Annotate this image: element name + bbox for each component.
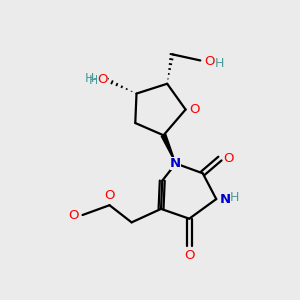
- Text: O: O: [223, 152, 233, 165]
- Text: O: O: [68, 208, 79, 221]
- Text: N: N: [170, 157, 181, 170]
- Text: O: O: [189, 103, 200, 116]
- Polygon shape: [161, 134, 176, 164]
- Text: H: H: [230, 191, 239, 204]
- Text: N: N: [220, 193, 231, 206]
- Text: H: H: [89, 74, 98, 87]
- Text: -: -: [92, 72, 97, 85]
- Text: H: H: [215, 57, 224, 70]
- Text: O: O: [184, 249, 194, 262]
- Text: O: O: [204, 55, 214, 68]
- Text: H: H: [85, 72, 94, 85]
- Text: O: O: [97, 73, 108, 86]
- Text: O: O: [104, 189, 115, 202]
